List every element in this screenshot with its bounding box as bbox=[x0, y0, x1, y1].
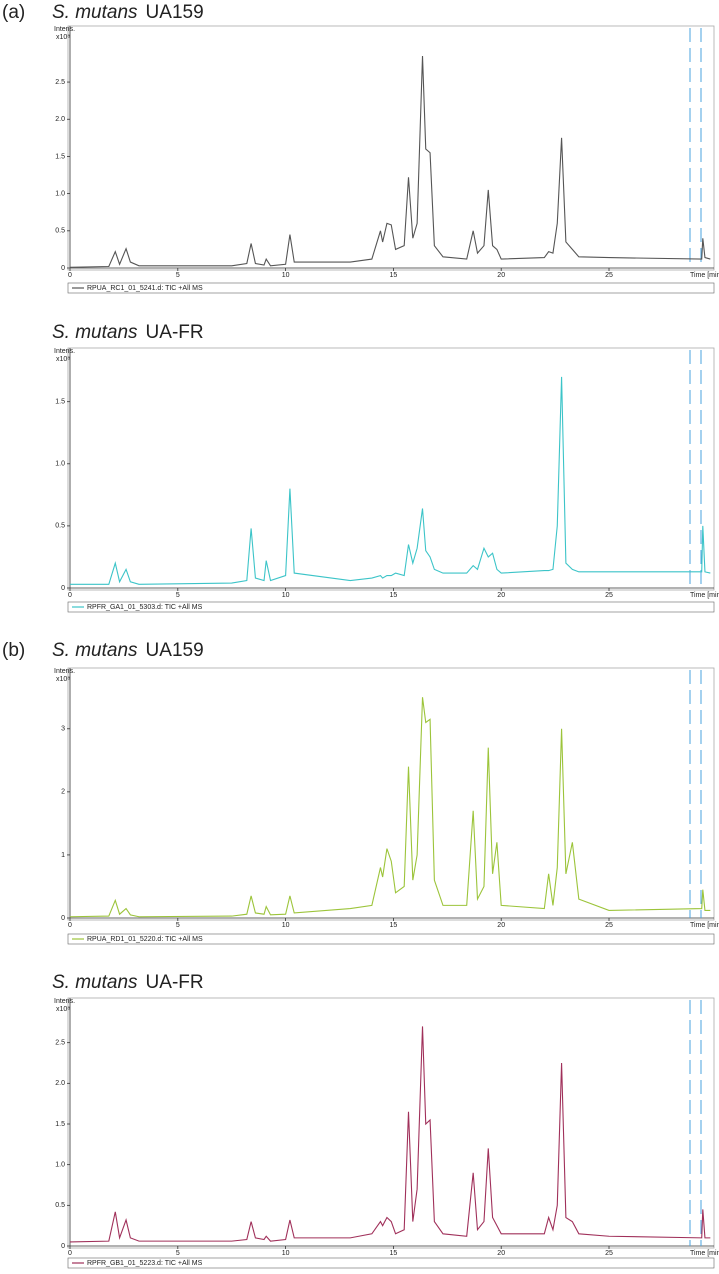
x-tick-label: 25 bbox=[605, 272, 613, 279]
chart-title: S. mutans UA-FR bbox=[52, 322, 204, 343]
y-tick-label: 3 bbox=[61, 726, 65, 733]
legend-box bbox=[67, 933, 715, 945]
title-species: S. mutans bbox=[52, 322, 138, 343]
x-tick-label: 5 bbox=[176, 1250, 180, 1257]
legend-label: RPUA_RC1_01_5241.d: TIC +All MS bbox=[87, 285, 203, 292]
x-tick-label: 5 bbox=[176, 922, 180, 929]
chromatogram-line bbox=[69, 697, 711, 918]
y-tick-label: 1 bbox=[61, 852, 65, 859]
title-species: S. mutans bbox=[52, 2, 138, 23]
plot-frame bbox=[67, 347, 715, 591]
title-strain: UA-FR bbox=[146, 322, 204, 343]
x-tick-label: 15 bbox=[390, 592, 398, 599]
x-tick-label: 10 bbox=[282, 922, 290, 929]
chromatogram-line bbox=[70, 376, 711, 585]
panel-label: (b) bbox=[2, 640, 25, 661]
y-tick-label: 2.0 bbox=[55, 116, 65, 123]
title-strain: UA159 bbox=[146, 640, 204, 661]
plot-frame bbox=[67, 25, 715, 271]
y-tick-label: 2.0 bbox=[55, 1080, 65, 1087]
x-axis-label: Time [min] bbox=[690, 592, 719, 599]
x-tick-label: 20 bbox=[497, 1250, 505, 1257]
y-axis-unit: x10⁸ bbox=[56, 356, 70, 363]
plot-frame bbox=[67, 667, 715, 921]
legend-label: RPFR_GB1_01_5223.d: TIC +All MS bbox=[87, 1260, 203, 1267]
x-tick-label: 25 bbox=[605, 592, 613, 599]
y-tick-label: 0 bbox=[61, 915, 65, 922]
x-tick-label: 20 bbox=[497, 592, 505, 599]
x-tick-label: 10 bbox=[282, 1250, 290, 1257]
chart-title: S. mutans UA-FR bbox=[52, 972, 204, 993]
x-tick-label: 0 bbox=[68, 272, 72, 279]
y-tick-label: 0 bbox=[61, 265, 65, 272]
y-tick-label: 1.5 bbox=[55, 399, 65, 406]
chart-title: S. mutans UA159 bbox=[52, 2, 204, 23]
y-tick-label: 1.5 bbox=[55, 1121, 65, 1128]
x-tick-label: 5 bbox=[176, 592, 180, 599]
y-tick-label: 2.5 bbox=[55, 79, 65, 86]
x-tick-label: 20 bbox=[497, 922, 505, 929]
plot-frame bbox=[67, 997, 715, 1249]
y-tick-label: 0.5 bbox=[55, 523, 65, 530]
x-tick-label: 15 bbox=[390, 1250, 398, 1257]
y-axis-label: Intens. bbox=[54, 998, 75, 1005]
y-tick-label: 0 bbox=[61, 585, 65, 592]
x-tick-label: 5 bbox=[176, 272, 180, 279]
y-axis-unit: x10⁸ bbox=[56, 1006, 70, 1013]
chart-title: S. mutans UA159 bbox=[52, 640, 204, 661]
chromatogram-line bbox=[69, 56, 711, 268]
x-axis-label: Time [min] bbox=[690, 1250, 719, 1257]
y-tick-label: 1.5 bbox=[55, 153, 65, 160]
x-tick-label: 10 bbox=[282, 592, 290, 599]
y-tick-label: 0 bbox=[61, 1243, 65, 1250]
legend-box bbox=[67, 282, 715, 294]
y-tick-label: 2 bbox=[61, 789, 65, 796]
y-axis-label: Intens. bbox=[54, 26, 75, 33]
x-tick-label: 10 bbox=[282, 272, 290, 279]
legend-box bbox=[67, 601, 715, 613]
legend-box bbox=[67, 1257, 715, 1269]
y-tick-label: 0.5 bbox=[55, 1202, 65, 1209]
y-tick-label: 0.5 bbox=[55, 228, 65, 235]
legend-label: RPFR_GA1_01_5303.d: TIC +All MS bbox=[87, 604, 203, 611]
chromatogram-line bbox=[69, 1026, 711, 1243]
y-tick-label: 2.5 bbox=[55, 1040, 65, 1047]
y-axis-unit: x10⁸ bbox=[56, 676, 70, 683]
title-species: S. mutans bbox=[52, 640, 138, 661]
y-axis-label: Intens. bbox=[54, 668, 75, 675]
x-tick-label: 25 bbox=[605, 922, 613, 929]
x-tick-label: 0 bbox=[68, 1250, 72, 1257]
y-axis-label: Intens. bbox=[54, 348, 75, 355]
x-axis-label: Time [min] bbox=[690, 922, 719, 929]
x-tick-label: 25 bbox=[605, 1250, 613, 1257]
x-tick-label: 0 bbox=[68, 922, 72, 929]
y-tick-label: 1.0 bbox=[55, 1162, 65, 1169]
x-axis-label: Time [min] bbox=[690, 272, 719, 279]
title-strain: UA159 bbox=[146, 2, 204, 23]
title-strain: UA-FR bbox=[146, 972, 204, 993]
x-tick-label: 15 bbox=[390, 922, 398, 929]
legend-label: RPUA_RD1_01_5220.d: TIC +All MS bbox=[87, 936, 203, 943]
x-tick-label: 0 bbox=[68, 592, 72, 599]
x-tick-label: 20 bbox=[497, 272, 505, 279]
y-tick-label: 1.0 bbox=[55, 190, 65, 197]
title-species: S. mutans bbox=[52, 972, 138, 993]
y-axis-unit: x10⁸ bbox=[56, 34, 70, 41]
y-tick-label: 1.0 bbox=[55, 461, 65, 468]
x-tick-label: 15 bbox=[390, 272, 398, 279]
panel-label: (a) bbox=[2, 2, 25, 23]
